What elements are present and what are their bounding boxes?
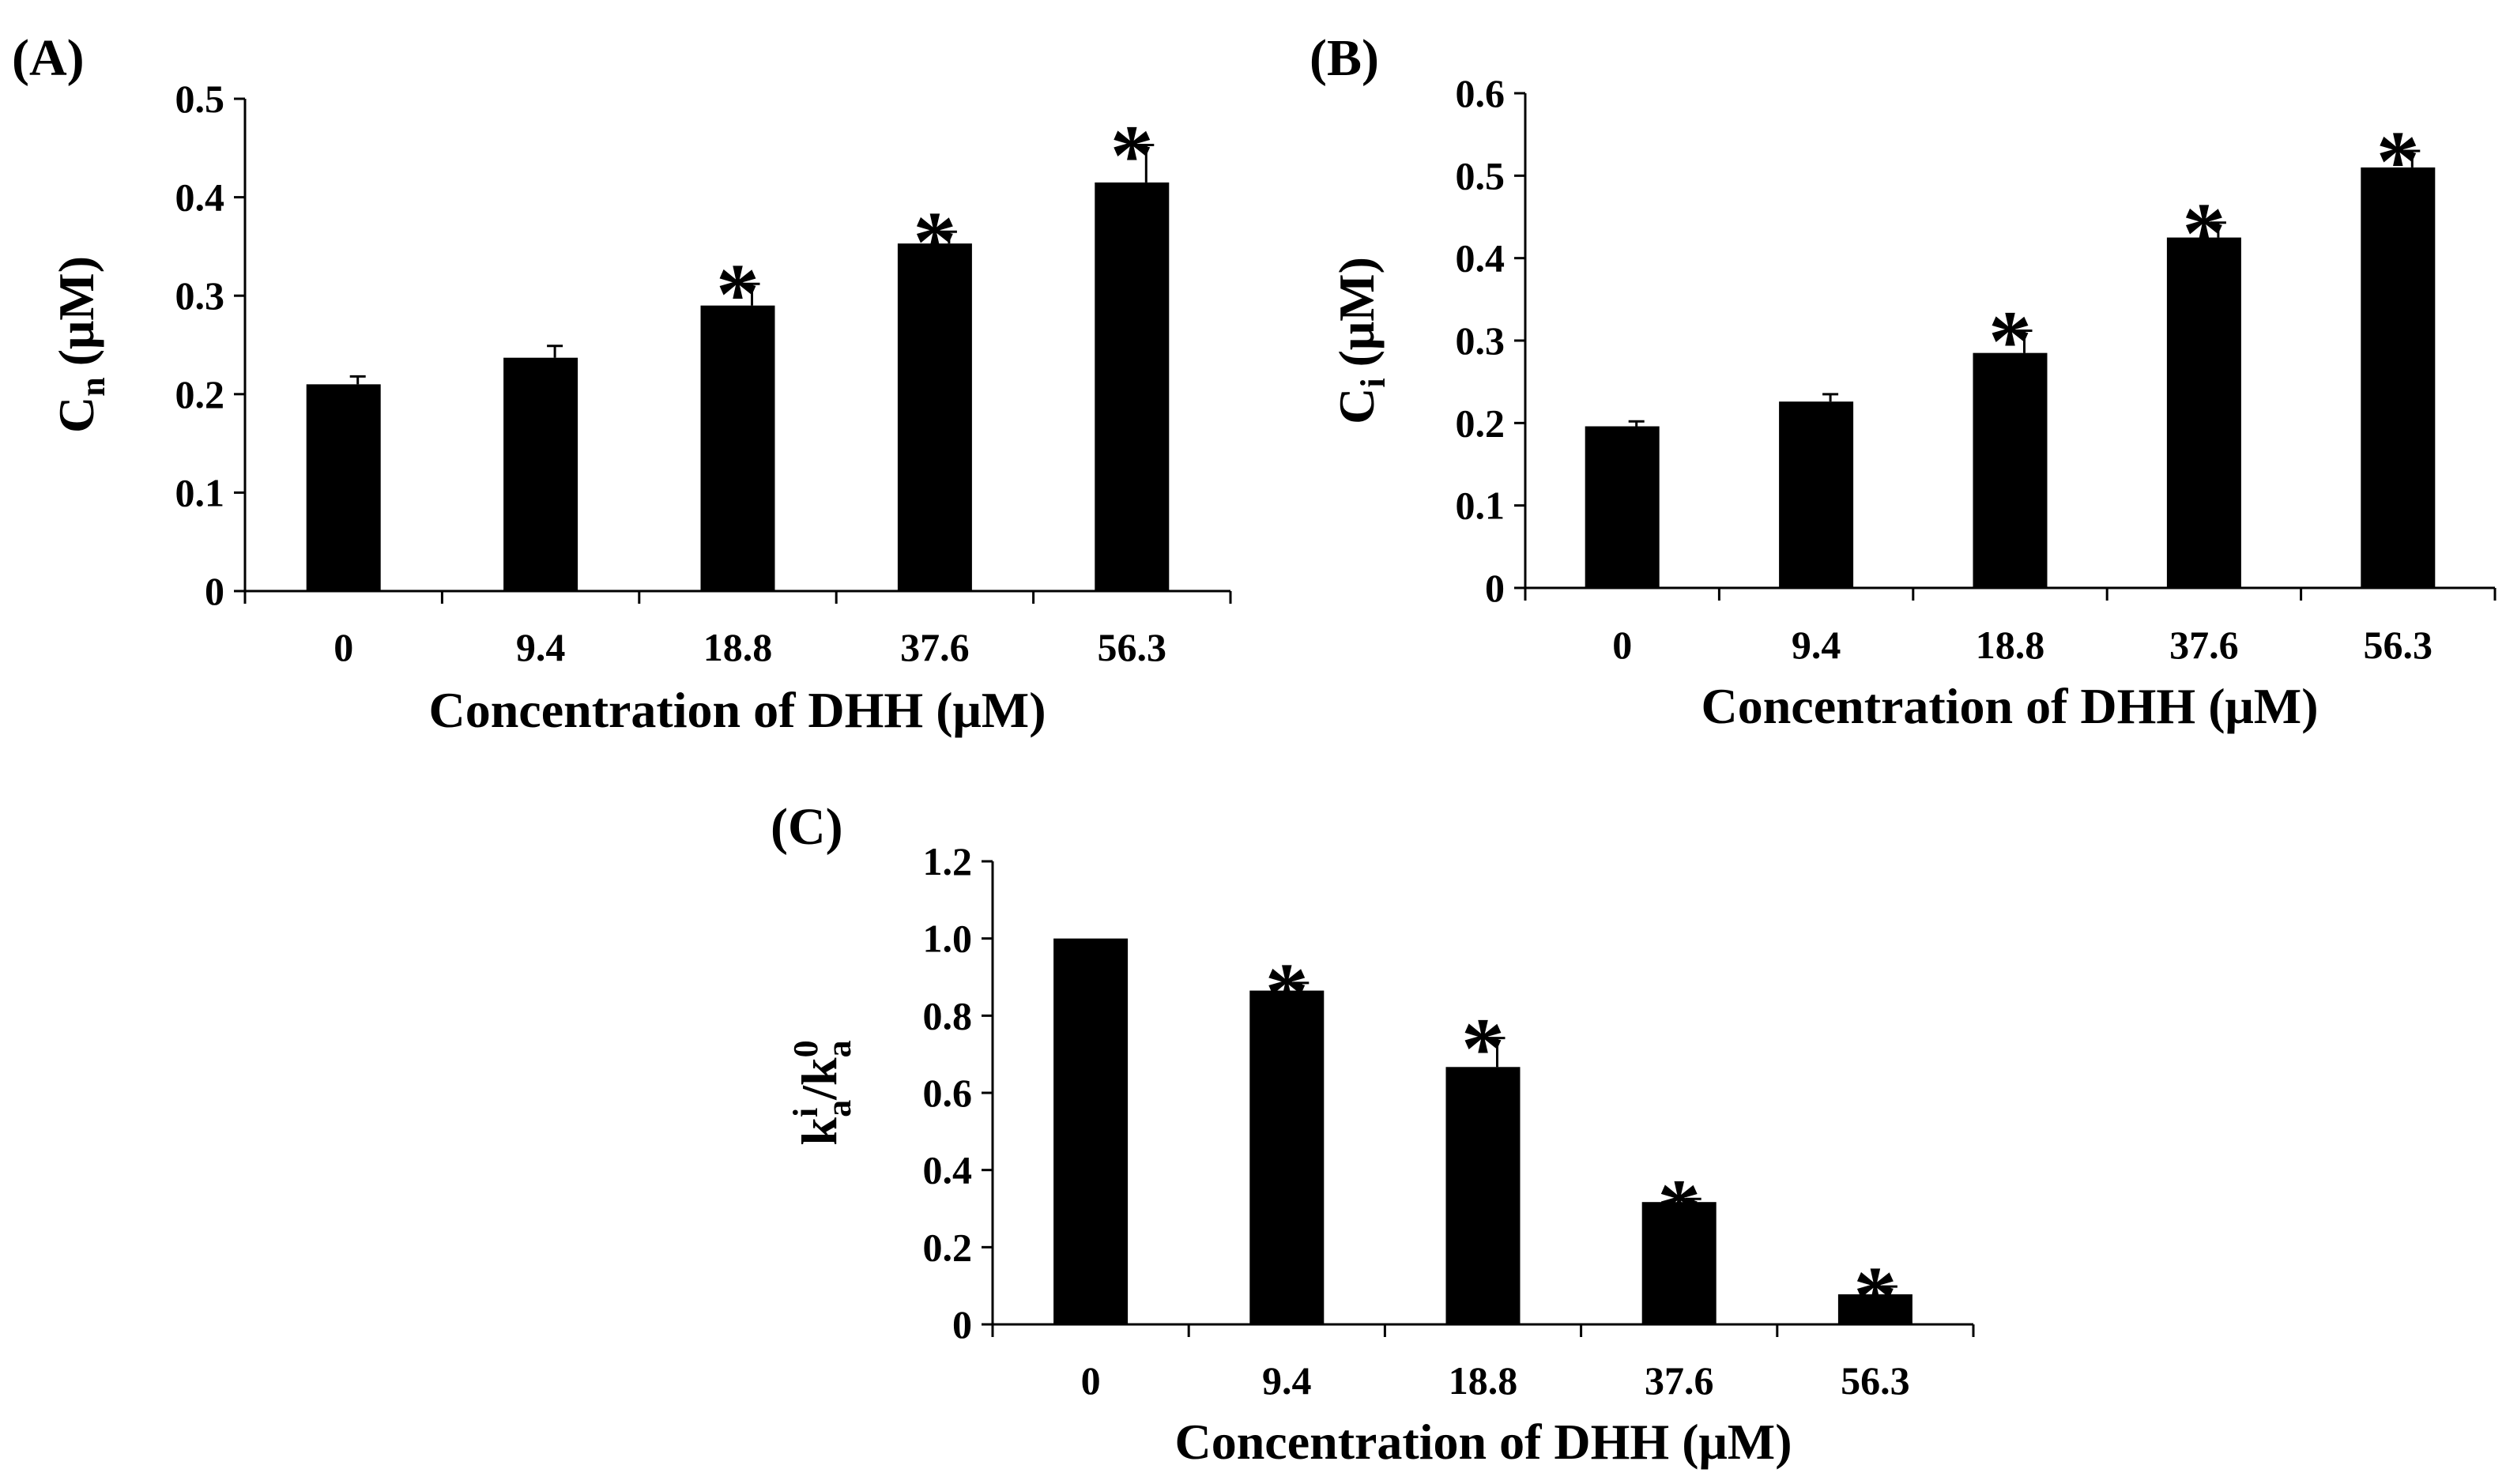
panel-c-significance-marker: * bbox=[1853, 1249, 1897, 1345]
panel-c-ylabel-k: k bbox=[791, 1117, 847, 1146]
panel-b-ylabel-sub: i bbox=[1354, 378, 1392, 387]
panel-c-y-axis-title: kia/k0a bbox=[786, 1040, 858, 1145]
panel-c-ylabel-sub2: a bbox=[820, 1040, 858, 1057]
panel-b-significance-marker: * bbox=[2376, 113, 2420, 209]
panel-a-bars: * * * bbox=[306, 107, 1170, 591]
panel-c-y-tick-label: 0.2 bbox=[923, 1225, 973, 1269]
panel-b-x-tick-label: 9.4 bbox=[1792, 623, 1841, 667]
panel-c-y-ticks: 0 0.2 0.4 0.6 0.8 1.0 1.2 bbox=[923, 839, 993, 1347]
panel-c-bar bbox=[1641, 1202, 1717, 1324]
panel-c-x-tick-label: 9.4 bbox=[1262, 1358, 1312, 1403]
panel-c-ylabel-sub1: a bbox=[820, 1100, 858, 1117]
panel-b-y-ticks: 0 0.1 0.2 0.3 0.4 0.5 0.6 bbox=[1456, 71, 1525, 610]
panel-b-bar bbox=[1585, 426, 1660, 588]
panel-c: (C) 0 0.2 0.4 0.6 0.8 1.0 1.2 0 9.4 18.8 37.6 56.3… bbox=[771, 798, 1975, 1470]
panel-a-x-tick-label: 37.6 bbox=[900, 625, 970, 669]
panel-b-bar bbox=[1779, 401, 1854, 588]
panel-b-ylabel-unit: (μM) bbox=[1328, 257, 1385, 367]
panel-b-y-tick-label: 0.5 bbox=[1456, 153, 1505, 198]
panel-c-x-ticks: 0 9.4 18.8 37.6 56.3 bbox=[991, 1324, 1975, 1403]
panel-a-y-tick-label: 0.1 bbox=[175, 470, 225, 514]
panel-c-significance-marker: * bbox=[1461, 1000, 1505, 1097]
panel-b-y-tick-label: 0 bbox=[1485, 566, 1505, 610]
panel-b-y-tick-label: 0.2 bbox=[1456, 401, 1505, 445]
panel-b-bar bbox=[2361, 167, 2436, 588]
panel-c-x-tick-label: 18.8 bbox=[1449, 1358, 1518, 1403]
panel-c-bars: * * * * bbox=[1053, 938, 1912, 1345]
panel-c-significance-marker: * bbox=[1657, 1161, 1701, 1257]
panel-b-x-tick-label: 56.3 bbox=[2364, 623, 2433, 667]
panel-b-x-tick-label: 37.6 bbox=[2169, 623, 2239, 667]
panel-b-label: (B) bbox=[1310, 29, 1379, 87]
panel-c-x-axis-title: Concentration of DHH (μM) bbox=[1174, 1414, 1792, 1470]
panel-a-ylabel-sub: n bbox=[73, 377, 112, 396]
panel-b: (B) 0 0.1 0.2 0.3 0.4 0.5 0.6 0 9.4 18.8 37.6 56.3… bbox=[1310, 29, 2497, 734]
panel-c-x-tick-label: 0 bbox=[1081, 1358, 1101, 1403]
panel-a-y-axis-title: Cn (μM) bbox=[48, 256, 112, 433]
panel-b-significance-marker: * bbox=[2182, 185, 2225, 281]
panel-a-bar bbox=[700, 305, 775, 591]
panel-c-bar bbox=[1053, 938, 1129, 1324]
panel-a-x-tick-label: 18.8 bbox=[703, 625, 773, 669]
panel-c-ylabel-sup1: i bbox=[786, 1108, 825, 1117]
panel-a-bar bbox=[897, 243, 972, 591]
panel-a-y-tick-label: 0.2 bbox=[175, 372, 225, 416]
panel-a-x-tick-label: 9.4 bbox=[516, 625, 566, 669]
panel-a-significance-marker: * bbox=[913, 194, 956, 290]
panel-b-x-axis-title: Concentration of DHH (μM) bbox=[1701, 678, 2318, 734]
panel-c-ylabel-slash: /k bbox=[791, 1057, 847, 1101]
panel-b-bar bbox=[2166, 237, 2241, 588]
panel-a-x-ticks: 0 9.4 18.8 37.6 56.3 bbox=[243, 591, 1232, 669]
panel-a-x-tick-label: 0 bbox=[334, 625, 353, 669]
panel-c-significance-marker: * bbox=[1265, 945, 1309, 1041]
panel-a: (A) 00.10.20.30.40.5 0 9.4 18.8 37.6 56.3 **… bbox=[12, 29, 1232, 738]
panel-b-y-tick-label: 0.3 bbox=[1456, 318, 1505, 363]
panel-b-y-tick-label: 0.4 bbox=[1456, 236, 1505, 281]
panel-a-bar bbox=[503, 357, 578, 591]
panel-c-bar bbox=[1837, 1294, 1912, 1324]
panel-b-bar bbox=[1973, 352, 2048, 588]
panel-b-y-tick-label: 0.1 bbox=[1456, 484, 1505, 528]
panel-c-ylabel-sup2: 0 bbox=[786, 1040, 825, 1057]
panel-a-y-tick-label: 0 bbox=[205, 569, 224, 613]
panel-a-y-ticks: 0 0.1 0.2 0.3 0.4 0.5 bbox=[175, 77, 245, 613]
panel-a-y-tick-label: 0.3 bbox=[175, 273, 225, 318]
panel-a-bar bbox=[306, 384, 381, 591]
panel-c-bar bbox=[1249, 990, 1325, 1324]
panel-c-x-tick-label: 56.3 bbox=[1841, 1358, 1910, 1403]
panel-c-y-tick-label: 0 bbox=[952, 1302, 972, 1347]
panel-c-y-tick-label: 0.6 bbox=[923, 1071, 973, 1115]
panel-a-significance-marker: * bbox=[716, 246, 759, 342]
panel-b-x-ticks: 0 9.4 18.8 37.6 56.3 bbox=[1524, 588, 2497, 667]
panel-b-x-tick-label: 0 bbox=[1612, 623, 1632, 667]
panel-a-ylabel-main: C bbox=[48, 397, 104, 433]
panel-a-x-axis-title: Concentration of DHH (μM) bbox=[428, 682, 1046, 738]
panel-b-ylabel-main: C bbox=[1328, 388, 1385, 424]
panel-c-label: (C) bbox=[771, 798, 843, 856]
panel-a-y-tick-label: 0.4 bbox=[175, 175, 225, 220]
panel-c-bar bbox=[1445, 1067, 1521, 1324]
panel-b-x-tick-label: 18.8 bbox=[1976, 623, 2045, 667]
panel-a-y-tick-label: 0.5 bbox=[175, 77, 225, 121]
panel-a-ylabel-unit: (μM) bbox=[48, 256, 104, 366]
panel-a-x-tick-label: 56.3 bbox=[1098, 625, 1167, 669]
panel-c-x-tick-label: 37.6 bbox=[1645, 1358, 1714, 1403]
panel-c-y-tick-label: 0.8 bbox=[923, 993, 973, 1038]
panel-c-y-tick-label: 1.0 bbox=[923, 917, 973, 961]
panel-a-bar bbox=[1095, 182, 1170, 591]
panel-b-significance-marker: * bbox=[1988, 292, 2032, 389]
panel-b-y-axis-title: Ci (μM) bbox=[1328, 257, 1392, 424]
panel-b-y-tick-label: 0.6 bbox=[1456, 71, 1505, 115]
panel-a-significance-marker: * bbox=[1110, 107, 1154, 204]
panel-b-bars: * * * bbox=[1585, 113, 2436, 588]
panel-c-y-tick-label: 1.2 bbox=[923, 839, 973, 883]
panel-c-y-tick-label: 0.4 bbox=[923, 1148, 973, 1192]
panel-a-label: (A) bbox=[12, 29, 85, 87]
